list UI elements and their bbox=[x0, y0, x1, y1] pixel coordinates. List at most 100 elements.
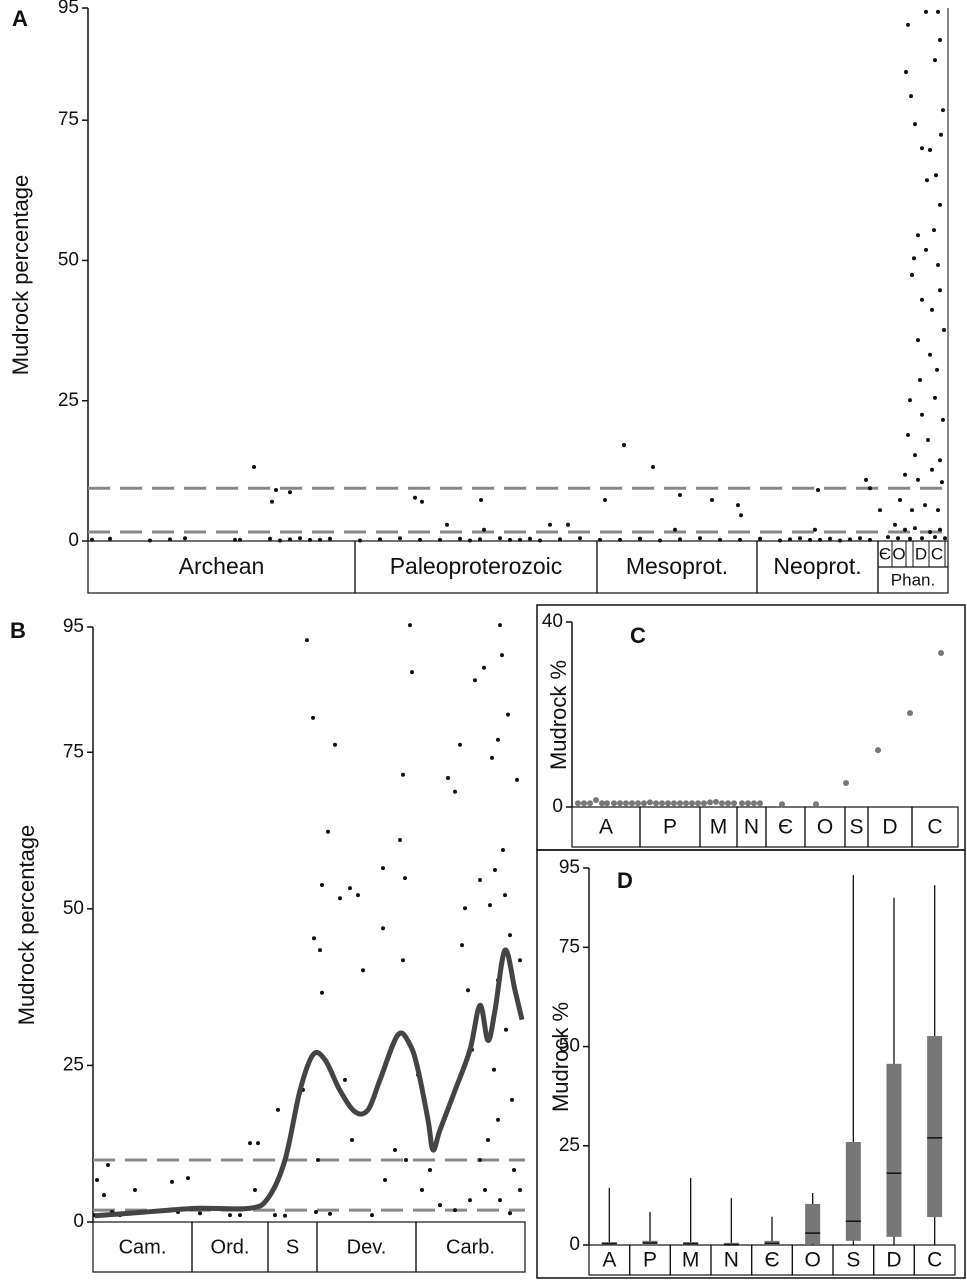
data-point bbox=[496, 737, 500, 742]
data-point bbox=[503, 893, 507, 898]
panel-label: C bbox=[630, 623, 646, 648]
data-point bbox=[273, 1213, 277, 1218]
period-label: D bbox=[882, 816, 897, 839]
data-point bbox=[683, 800, 689, 807]
x-tick-label: N bbox=[724, 1249, 739, 1272]
data-point bbox=[933, 395, 937, 400]
data-point bbox=[314, 1209, 318, 1214]
data-point bbox=[739, 513, 743, 518]
data-point bbox=[868, 486, 872, 491]
data-point bbox=[198, 1211, 202, 1216]
data-point bbox=[305, 638, 309, 643]
data-point bbox=[719, 800, 725, 807]
y-tick-label: 0 bbox=[569, 1234, 580, 1255]
data-point bbox=[924, 9, 928, 14]
data-point bbox=[599, 800, 605, 807]
sub-period-label: D bbox=[915, 544, 927, 563]
period-label: S bbox=[849, 816, 863, 839]
data-point bbox=[404, 1157, 408, 1162]
data-point bbox=[710, 498, 714, 503]
data-point bbox=[665, 800, 671, 807]
data-point bbox=[653, 800, 659, 807]
data-point bbox=[318, 948, 322, 953]
data-point bbox=[108, 536, 112, 541]
y-tick-label: 25 bbox=[63, 1054, 84, 1075]
data-point bbox=[350, 1137, 354, 1142]
data-point bbox=[813, 527, 817, 532]
data-point bbox=[488, 903, 492, 908]
data-point bbox=[843, 779, 849, 786]
data-point bbox=[528, 536, 532, 541]
data-point bbox=[276, 1107, 280, 1112]
y-tick-label: 50 bbox=[58, 249, 79, 270]
data-point bbox=[348, 886, 352, 891]
data-point bbox=[228, 1213, 232, 1218]
data-point bbox=[908, 398, 912, 403]
data-point bbox=[403, 876, 407, 881]
box bbox=[886, 1063, 902, 1237]
period-label: Mesoprot. bbox=[626, 553, 728, 579]
data-point bbox=[510, 1097, 514, 1102]
data-point bbox=[483, 1188, 487, 1193]
data-point bbox=[942, 328, 946, 333]
data-point bbox=[935, 367, 939, 372]
sub-period-label: O bbox=[892, 544, 905, 563]
data-point bbox=[638, 536, 642, 541]
y-axis-label: Mudrock percentage bbox=[14, 825, 39, 1026]
data-point bbox=[490, 755, 494, 760]
data-point bbox=[478, 537, 482, 542]
data-point bbox=[896, 536, 900, 541]
y-tick-label: 75 bbox=[58, 109, 79, 130]
data-point bbox=[453, 1208, 457, 1213]
data-point bbox=[635, 800, 641, 807]
period-label: Carb. bbox=[446, 1236, 495, 1258]
data-point bbox=[920, 146, 924, 151]
data-point bbox=[932, 228, 936, 233]
data-point bbox=[678, 492, 682, 497]
period-label: Dev. bbox=[347, 1236, 387, 1258]
data-point bbox=[288, 537, 292, 542]
x-tick-label: P bbox=[643, 1249, 657, 1272]
data-point bbox=[617, 800, 623, 807]
data-point bbox=[838, 538, 842, 543]
data-point bbox=[798, 536, 802, 541]
data-point bbox=[658, 538, 662, 543]
data-point bbox=[248, 1141, 252, 1146]
data-point bbox=[916, 233, 920, 238]
y-tick-label: 0 bbox=[552, 796, 563, 817]
y-tick-label: 25 bbox=[559, 1135, 580, 1156]
data-point bbox=[939, 132, 943, 137]
data-point bbox=[910, 508, 914, 513]
data-point bbox=[906, 432, 910, 437]
data-point bbox=[186, 1176, 190, 1181]
sub-period-cell bbox=[891, 540, 907, 568]
data-point bbox=[913, 453, 917, 458]
data-point bbox=[920, 536, 924, 541]
data-point bbox=[575, 800, 581, 807]
data-point bbox=[383, 1178, 387, 1183]
sub-period-cell bbox=[928, 540, 946, 568]
data-point bbox=[758, 536, 762, 541]
data-point bbox=[508, 933, 512, 938]
data-point bbox=[283, 1213, 287, 1218]
data-point bbox=[698, 536, 702, 541]
data-point bbox=[906, 22, 910, 27]
data-point bbox=[458, 536, 462, 541]
data-point bbox=[623, 800, 629, 807]
data-point bbox=[934, 173, 938, 178]
data-point bbox=[492, 1067, 496, 1072]
data-point bbox=[312, 936, 316, 941]
data-point bbox=[370, 1213, 374, 1218]
data-point bbox=[651, 464, 655, 469]
data-point bbox=[912, 256, 916, 261]
data-point bbox=[916, 338, 920, 343]
data-point bbox=[148, 538, 152, 543]
data-point bbox=[270, 499, 274, 504]
data-point bbox=[828, 536, 832, 541]
data-point bbox=[893, 522, 897, 527]
data-point bbox=[482, 527, 486, 532]
period-label: C bbox=[927, 816, 942, 839]
data-point bbox=[468, 538, 472, 543]
y-tick-label: 95 bbox=[63, 616, 84, 637]
